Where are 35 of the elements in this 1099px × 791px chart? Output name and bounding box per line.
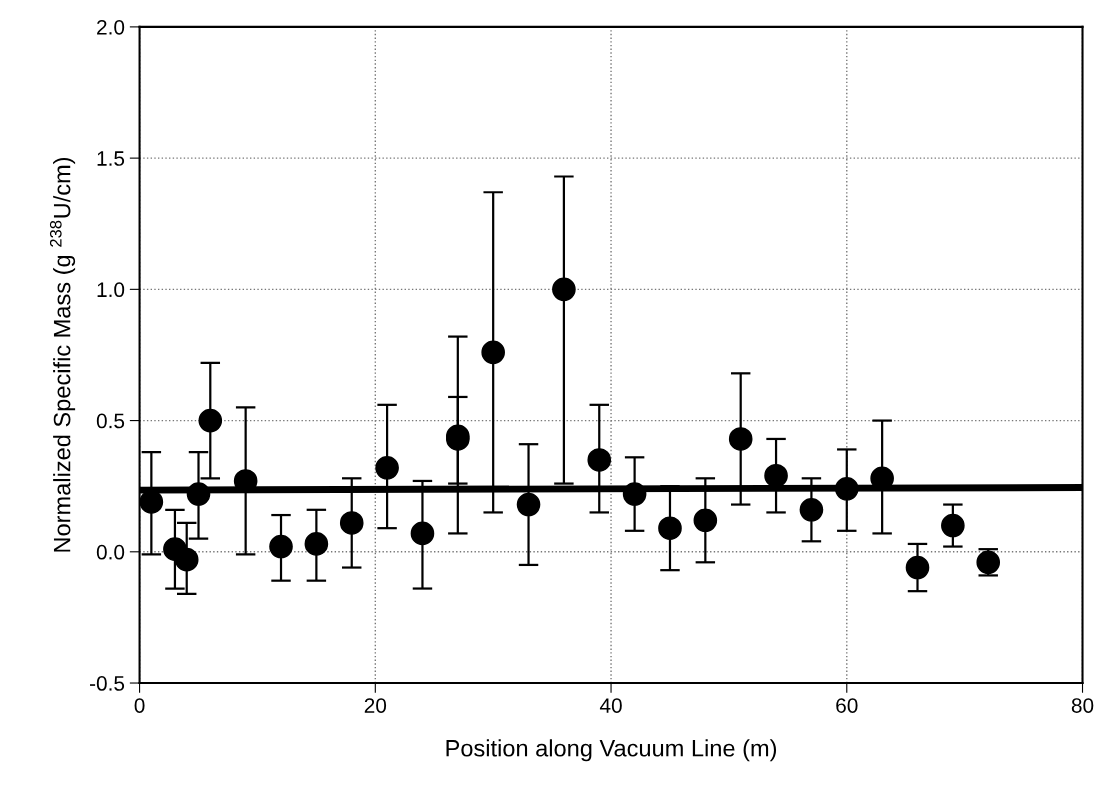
point [516, 492, 541, 517]
y-tick-label: 1.5 [97, 151, 125, 166]
y-tick-label: 2.0 [97, 19, 125, 35]
point [622, 482, 647, 506]
point [799, 498, 824, 522]
y-tick-label: 1.0 [97, 282, 125, 298]
point [728, 427, 753, 451]
point [410, 521, 435, 546]
y-axis-title: Normalized Specific Mass (g $^{238}$U/cm) [49, 157, 76, 552]
point [198, 408, 223, 433]
point [658, 516, 682, 540]
point [693, 508, 718, 533]
point [186, 482, 211, 506]
point [269, 534, 293, 559]
y-tick-label: 0.5 [96, 413, 125, 429]
x-tick-label: 0 [134, 698, 145, 713]
point [552, 277, 576, 302]
point [139, 490, 164, 514]
point [587, 448, 612, 472]
x-tick-label: 20 [364, 698, 387, 713]
point [174, 547, 199, 572]
point [375, 456, 399, 480]
point [941, 513, 965, 538]
x-tick-label: 60 [836, 698, 858, 713]
point [834, 477, 859, 501]
point [481, 340, 505, 365]
x-tick-label: 80 [1071, 698, 1094, 713]
x-tick-label: 40 [599, 698, 622, 713]
point [905, 555, 930, 580]
y-tick-label: 0.0 [96, 544, 125, 560]
x-axis-title: Position along Vacuum Line (m) [446, 739, 777, 762]
point [764, 463, 788, 488]
point [304, 532, 329, 556]
point [339, 511, 364, 535]
y-tick-label: -0.5 [90, 676, 125, 691]
